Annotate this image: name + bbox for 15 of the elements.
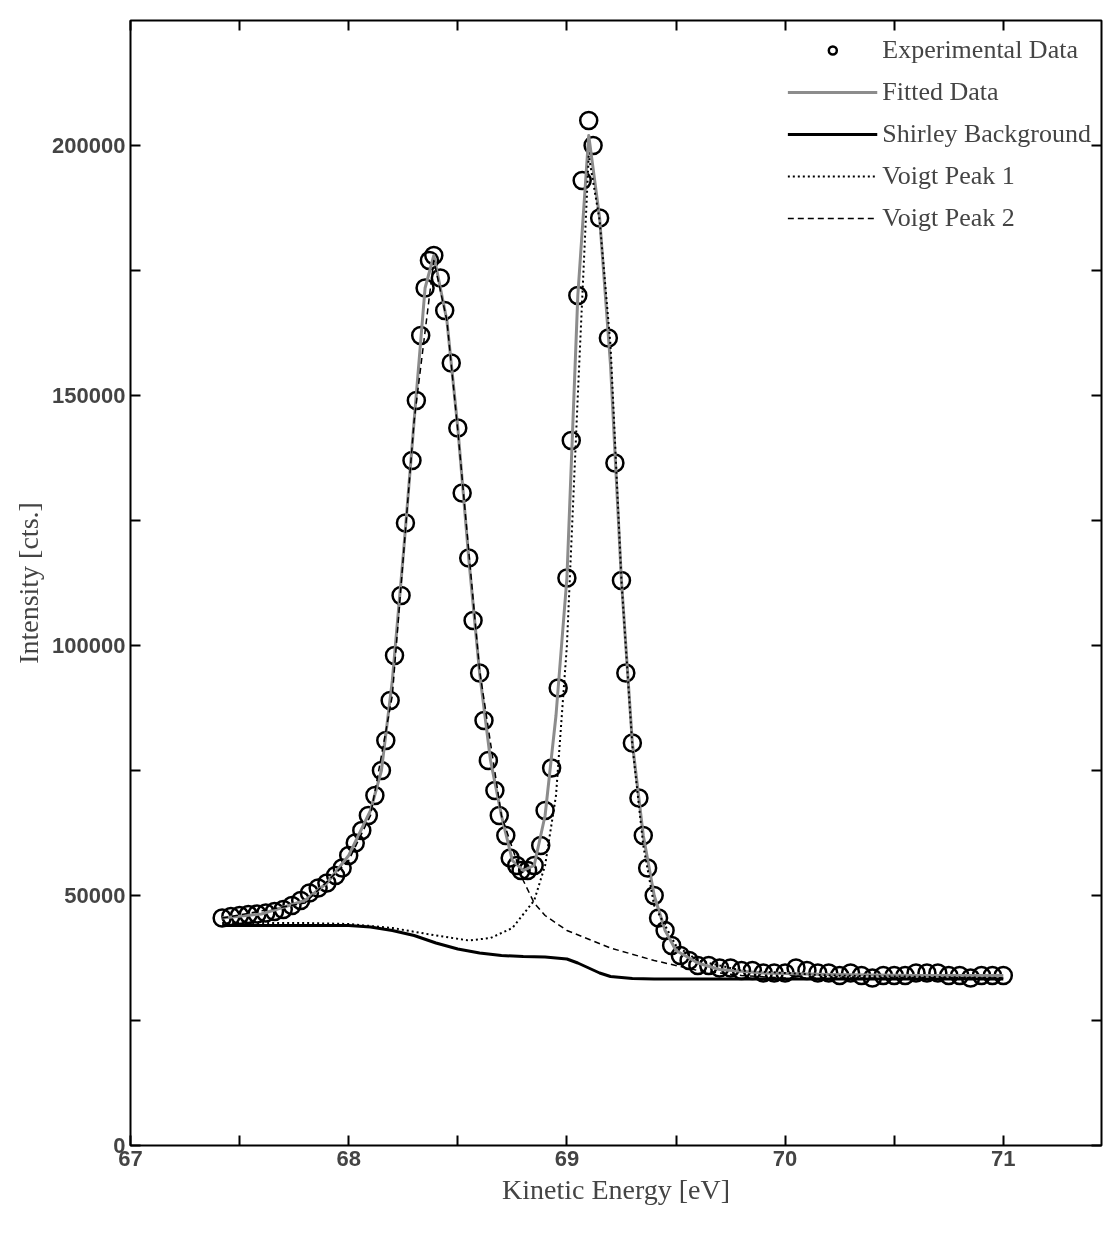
y-tick-label: 150000: [52, 383, 126, 408]
legend-label: Fitted Data: [882, 76, 999, 108]
legend-label: Voigt Peak 2: [882, 202, 1015, 234]
x-axis-title: Kinetic Energy [eV]: [501, 1173, 731, 1205]
legend-label: Shirley Background: [882, 118, 1091, 150]
y-tick-label: 50000: [64, 883, 126, 908]
legend-label: Voigt Peak 1: [882, 160, 1015, 192]
y-tick-label: 200000: [52, 133, 126, 158]
x-tick-label: 71: [991, 1145, 1016, 1171]
legend-label: Experimental Data: [882, 34, 1078, 66]
y-axis-title: Intensity [cts.]: [13, 502, 45, 664]
x-tick-label: 68: [336, 1145, 361, 1171]
x-tick-label: 69: [554, 1145, 580, 1171]
x-tick-label: 70: [772, 1145, 798, 1171]
y-tick-label: 100000: [52, 633, 126, 658]
